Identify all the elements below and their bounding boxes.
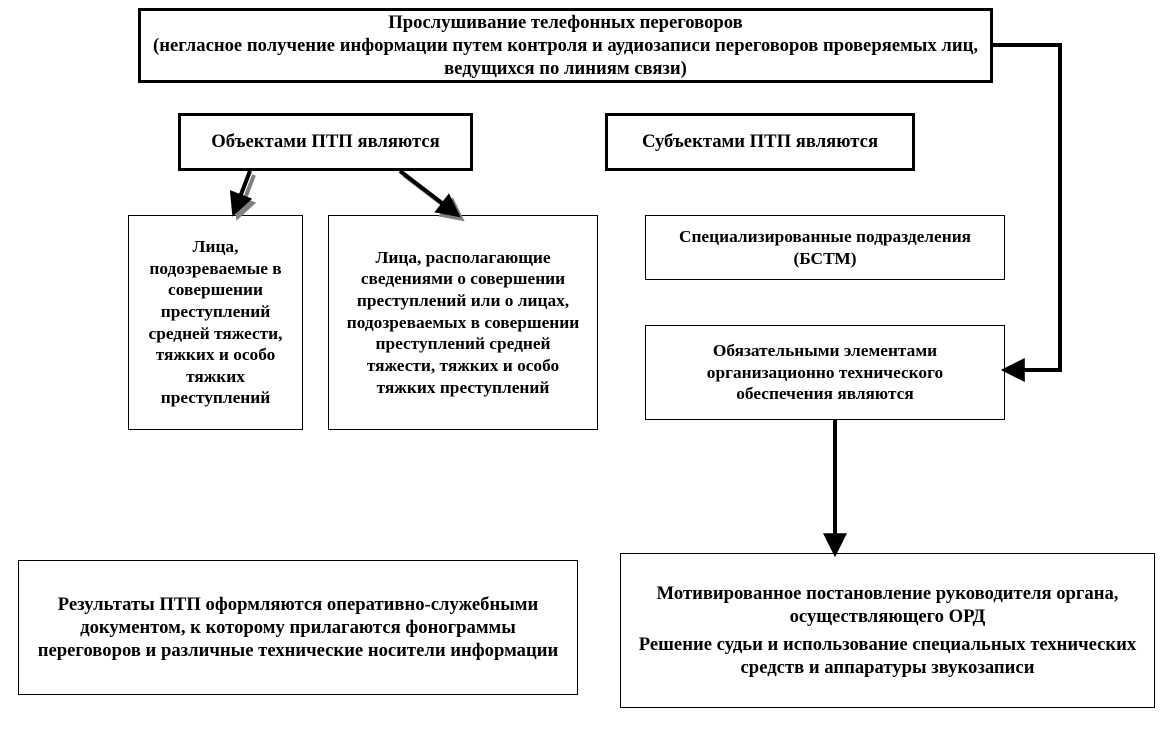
edge-objects-to-left-shadow	[239, 175, 254, 214]
edge-objects-to-left	[235, 171, 250, 210]
obj-left-text: Лица, подозреваемые в совершении преступ…	[139, 236, 292, 409]
obj-right-text: Лица, располагающие сведениями о соверше…	[341, 247, 585, 399]
edge-objects-to-right-shadow	[404, 175, 459, 217]
motivated-content: Мотивированное постановление руководител…	[637, 582, 1138, 679]
motivated-line1: Мотивированное постановление руководител…	[637, 582, 1138, 629]
objects-header-text: Объектами ПТП являются	[211, 130, 440, 153]
subjects-header-text: Субъектами ПТП являются	[642, 130, 878, 153]
node-subjects-header: Субъектами ПТП являются	[605, 113, 915, 171]
node-obj-left: Лица, подозреваемые в совершении преступ…	[128, 215, 303, 430]
edge-root-to-elems	[993, 45, 1060, 370]
subj-elems-text: Обязательными элементами организационно …	[660, 340, 990, 405]
node-subj-elems: Обязательными элементами организационно …	[645, 325, 1005, 420]
node-obj-right: Лица, располагающие сведениями о соверше…	[328, 215, 598, 430]
motivated-line2: Решение судьи и использование специальны…	[637, 633, 1138, 680]
node-objects-header: Объектами ПТП являются	[178, 113, 473, 171]
root-title: Прослушивание телефонных переговоров	[151, 11, 980, 34]
node-root-content: Прослушивание телефонных переговоров (не…	[151, 11, 980, 81]
root-subtitle: (негласное получение информации путем ко…	[151, 34, 980, 81]
node-subj-spec: Специализированные подразделения (БСТМ)	[645, 215, 1005, 280]
node-root: Прослушивание телефонных переговоров (не…	[138, 8, 993, 83]
results-text: Результаты ПТП оформляются оперативно-сл…	[37, 593, 559, 663]
node-motivated: Мотивированное постановление руководител…	[620, 553, 1155, 708]
diagram-stage: Прослушивание телефонных переговоров (не…	[0, 0, 1173, 747]
node-results: Результаты ПТП оформляются оперативно-сл…	[18, 560, 578, 695]
edge-objects-to-right	[400, 171, 455, 213]
subj-spec-text: Специализированные подразделения (БСТМ)	[656, 226, 994, 269]
